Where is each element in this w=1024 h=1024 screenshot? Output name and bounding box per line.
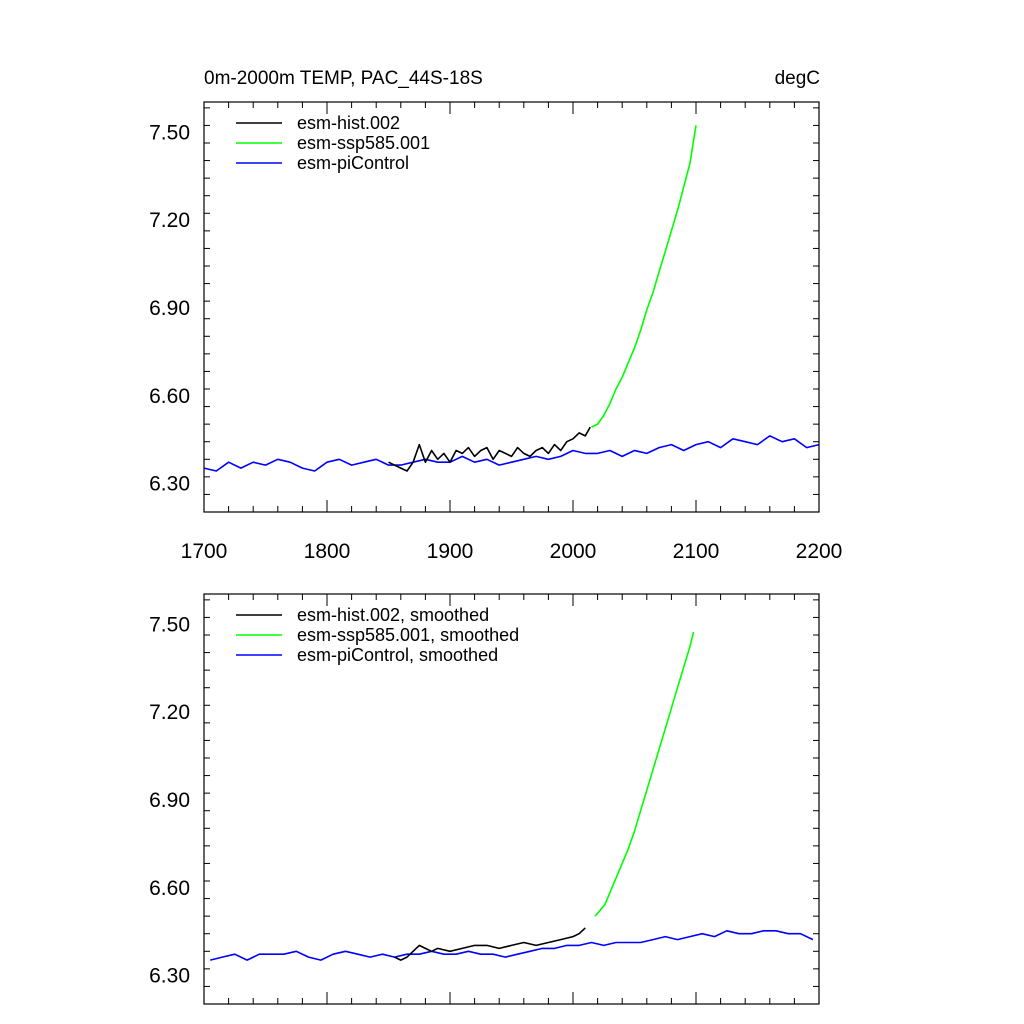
y-tick-label: 6.60 <box>149 877 190 900</box>
x-tick-label: 2100 <box>673 540 720 563</box>
y-tick-label: 6.30 <box>149 965 190 988</box>
series-line-0 <box>394 927 586 961</box>
legend-label: esm-hist.002 <box>297 113 400 133</box>
x-tick-label: 1700 <box>181 540 228 563</box>
legend-label: esm-piControl <box>297 153 409 173</box>
series-line-1 <box>594 631 695 917</box>
legend-label: esm-ssp585.001 <box>297 133 430 153</box>
y-tick-label: 7.20 <box>149 701 190 724</box>
y-tick-label: 7.50 <box>149 121 190 144</box>
top-panel: 0m-2000m TEMP, PAC_44S-18S degC 1700 1800… <box>149 68 842 563</box>
x-tick-label: 2000 <box>550 540 597 563</box>
series-line-1 <box>591 125 697 428</box>
x-tick-label: 1800 <box>304 540 351 563</box>
y-tick-label: 6.30 <box>149 473 190 496</box>
chart-title: 0m-2000m TEMP, PAC_44S-18S <box>204 68 483 89</box>
plot-frame <box>203 101 820 513</box>
y-tick-label: 6.60 <box>149 385 190 408</box>
bottom-panel: 6.30 6.60 6.90 7.20 7.50 esm-hist.002, smoot… <box>149 593 820 1005</box>
series-line-0 <box>388 426 591 472</box>
plot-frame <box>203 593 820 1005</box>
x-tick-label: 1900 <box>427 540 474 563</box>
legend-label: esm-hist.002, smoothed <box>297 605 489 625</box>
legend-label: esm-ssp585.001, smoothed <box>297 625 519 645</box>
units-label: degC <box>775 68 820 89</box>
legend-label: esm-piControl, smoothed <box>297 645 498 665</box>
x-tick-label: 2200 <box>796 540 843 563</box>
series-line-2 <box>203 435 820 472</box>
y-tick-label: 7.50 <box>149 613 190 636</box>
y-tick-label: 6.90 <box>149 297 190 320</box>
y-tick-label: 6.90 <box>149 789 190 812</box>
series-line-2 <box>210 929 814 961</box>
y-tick-label: 7.20 <box>149 209 190 232</box>
